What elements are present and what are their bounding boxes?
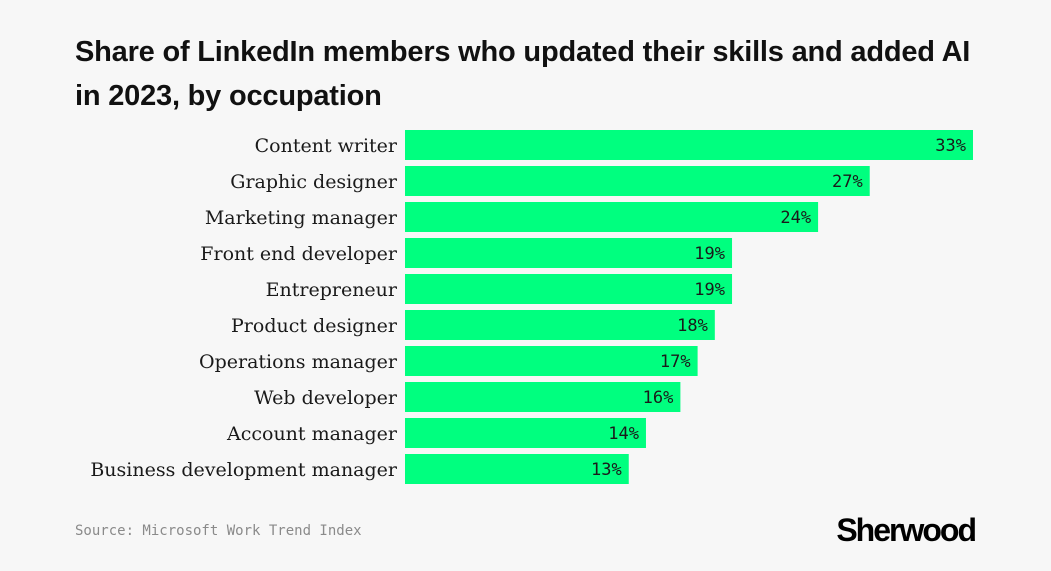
value-label: 17% (660, 352, 691, 372)
category-label: Entrepreneur (266, 279, 398, 301)
value-label: 16% (643, 388, 674, 408)
category-label: Web developer (254, 387, 398, 409)
bar (405, 130, 973, 160)
value-label: 24% (780, 208, 811, 228)
category-label: Marketing manager (205, 207, 398, 229)
bar (405, 310, 715, 340)
value-label: 13% (591, 460, 622, 480)
sherwood-logo: Sherwood (836, 512, 977, 548)
category-label: Business development manager (90, 459, 398, 481)
value-label: 18% (677, 316, 708, 336)
bar (405, 382, 681, 412)
category-label: Product designer (231, 315, 398, 337)
value-label: 19% (694, 280, 725, 300)
category-label: Content writer (255, 135, 398, 157)
value-labels: 33% 27% 24% 19% 19% 18% 17% 16%14% 13% (591, 136, 966, 480)
category-label: Graphic designer (230, 171, 398, 193)
category-label: Account manager (226, 423, 398, 445)
value-label: 19% (694, 244, 725, 264)
bar (405, 418, 646, 448)
value-label: 33% (935, 136, 966, 156)
bar (405, 346, 698, 376)
chart-title: Share of LinkedIn members who updated th… (75, 36, 971, 112)
bar (405, 202, 819, 232)
category-label: Front end developer (200, 243, 398, 265)
bars (405, 130, 973, 484)
source-note: Source: Microsoft Work Trend Index (75, 523, 362, 539)
value-label: 14% (608, 424, 639, 444)
bar (405, 454, 629, 484)
category-label: Operations manager (199, 351, 398, 373)
bar (405, 274, 733, 304)
bar (405, 166, 870, 196)
category-labels: Content writer Graphic designer Marketing … (90, 135, 398, 481)
bar (405, 238, 733, 268)
value-label: 27% (832, 172, 863, 192)
